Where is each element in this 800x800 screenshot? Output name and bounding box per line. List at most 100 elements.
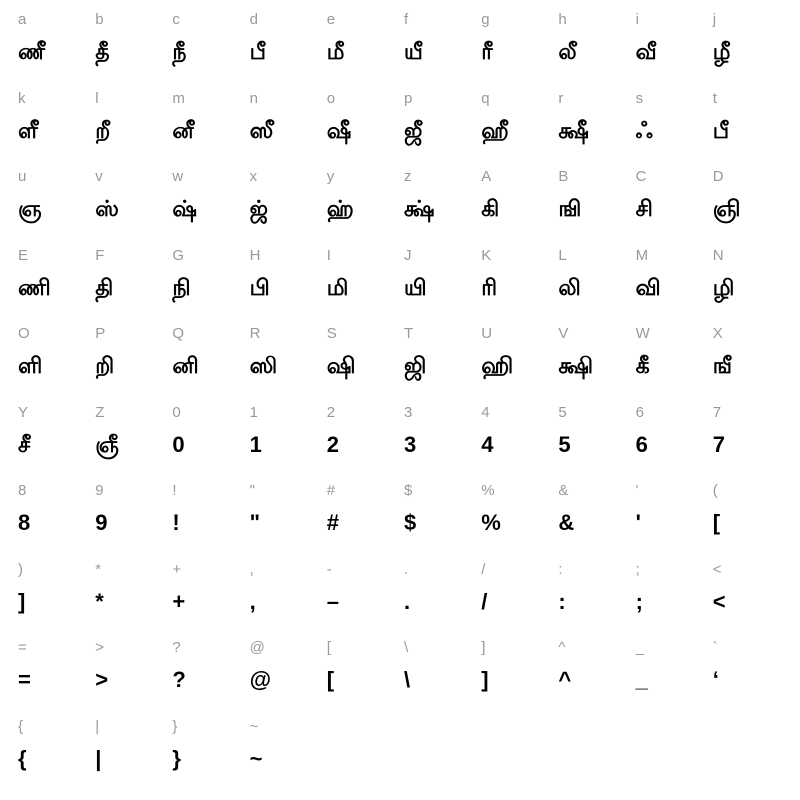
charmap-key: ] (481, 640, 485, 655)
charmap-key: - (327, 562, 332, 577)
charmap-glyph: க்ஷீ (558, 120, 589, 142)
charmap-cell: Vக்ஷி (554, 322, 631, 401)
charmap-glyph: ஷ் (172, 198, 197, 220)
charmap-key: ` (713, 640, 718, 655)
charmap-glyph: % (481, 512, 501, 534)
charmap-key: N (713, 248, 724, 263)
charmap-glyph: பீ (250, 41, 266, 63)
charmap-cell: qஹீ (477, 87, 554, 166)
charmap-key: < (713, 562, 722, 577)
charmap-key: 4 (481, 405, 489, 420)
charmap-key: o (327, 91, 335, 106)
charmap-cell: !! (168, 479, 245, 558)
charmap-cell: 55 (554, 401, 631, 480)
charmap-key: Y (18, 405, 28, 420)
charmap-key: U (481, 326, 492, 341)
charmap-cell: vஸ் (91, 165, 168, 244)
charmap-cell: \\ (400, 636, 477, 715)
charmap-cell: Mவி (632, 244, 709, 323)
charmap-key: ^ (558, 640, 565, 655)
charmap-key: E (18, 248, 28, 263)
charmap-glyph: [ (327, 669, 334, 691)
charmap-glyph: 8 (18, 512, 30, 534)
charmap-glyph: ளீ (18, 120, 38, 142)
charmap-key: f (404, 12, 408, 27)
charmap-glyph: வி (636, 277, 661, 299)
charmap-cell: jழீ (709, 8, 786, 87)
charmap-glyph: ழீ (713, 41, 731, 63)
charmap-cell: Jயி (400, 244, 477, 323)
charmap-cell: 88 (14, 479, 91, 558)
charmap-glyph: கி (481, 198, 499, 220)
charmap-key: + (172, 562, 181, 577)
charmap-cell: 44 (477, 401, 554, 480)
charmap-glyph: , (250, 591, 256, 613)
charmap-key: t (713, 91, 717, 106)
charmap-glyph: ! (172, 512, 179, 534)
charmap-key: $ (404, 483, 412, 498)
charmap-key: 9 (95, 483, 103, 498)
charmap-cell: %% (477, 479, 554, 558)
charmap-cell: Pறி (91, 322, 168, 401)
charmap-key: u (18, 169, 26, 184)
charmap-key: & (558, 483, 568, 498)
charmap-glyph: 3 (404, 434, 416, 456)
charmap-key: h (558, 12, 566, 27)
charmap-key: s (636, 91, 644, 106)
charmap-glyph: ‘ (713, 669, 719, 691)
charmap-glyph: ஷீ (327, 120, 352, 142)
charmap-glyph: ஞ (18, 198, 42, 220)
charmap-cell: nஸீ (246, 87, 323, 166)
charmap-cell: h லீ (554, 8, 631, 87)
charmap-glyph: யீ (404, 41, 423, 63)
charmap-glyph: 7 (713, 434, 725, 456)
charmap-key: T (404, 326, 413, 341)
charmap-cell: << (709, 558, 786, 637)
charmap-glyph: 4 (481, 434, 493, 456)
charmap-cell: rக்ஷீ (554, 87, 631, 166)
charmap-key: : (558, 562, 562, 577)
charmap-key: . (404, 562, 408, 577)
character-map-grid: aணீbதீcநீdபீeமீfயீgரீhலீiவீjழீkளீlறீmனீn… (0, 0, 800, 793)
charmap-glyph: பீ (713, 120, 729, 142)
charmap-glyph: ஙீ (713, 355, 732, 377)
charmap-glyph: நீ (172, 41, 186, 63)
charmap-glyph: = (18, 669, 31, 691)
charmap-glyph: ரீ (481, 41, 492, 63)
charmap-glyph: பி (250, 277, 270, 299)
charmap-glyph: # (327, 512, 339, 534)
charmap-key: I (327, 248, 331, 263)
charmap-key: ~ (250, 719, 259, 734)
charmap-cell: cநீ (168, 8, 245, 87)
charmap-cell: eமீ (323, 8, 400, 87)
charmap-key: # (327, 483, 335, 498)
charmap-key: P (95, 326, 105, 341)
charmap-glyph: ஃ (636, 120, 653, 142)
charmap-cell: wஷ் (168, 165, 245, 244)
charmap-glyph: லீ (558, 41, 576, 63)
charmap-cell: @@ (246, 636, 323, 715)
charmap-glyph: \ (404, 669, 410, 691)
charmap-glyph: { (18, 748, 27, 770)
charmap-cell: 33 (400, 401, 477, 480)
charmap-glyph: ஹீ (481, 120, 508, 142)
charmap-cell: $$ (400, 479, 477, 558)
charmap-glyph: தீ (95, 41, 109, 63)
charmap-cell: o ஷீ (323, 87, 400, 166)
charmap-key: C (636, 169, 647, 184)
charmap-glyph: ஙி (558, 198, 581, 220)
charmap-key: y (327, 169, 335, 184)
charmap-cell: // (477, 558, 554, 637)
charmap-key: ; (636, 562, 640, 577)
charmap-key: [ (327, 640, 331, 655)
charmap-glyph: 2 (327, 434, 339, 456)
charmap-cell: "" (246, 479, 323, 558)
charmap-cell: '' (632, 479, 709, 558)
charmap-key: V (558, 326, 568, 341)
charmap-key: i (636, 12, 639, 27)
charmap-glyph: 1 (250, 434, 262, 456)
charmap-key: k (18, 91, 26, 106)
charmap-glyph: ~ (250, 748, 263, 770)
charmap-key: 0 (172, 405, 180, 420)
charmap-cell: ;; (632, 558, 709, 637)
